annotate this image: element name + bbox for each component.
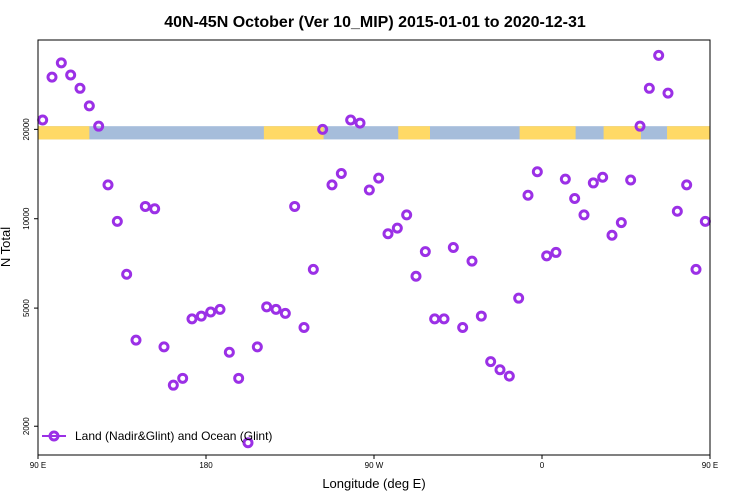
data-point (466, 255, 478, 267)
data-point (391, 222, 403, 234)
x-tick-label: 90 W (365, 461, 384, 470)
data-point (186, 313, 198, 325)
data-point (587, 177, 599, 189)
data-point (233, 372, 245, 384)
chart-title: 40N-45N October (Ver 10_MIP) 2015-01-01 … (164, 14, 586, 31)
data-point (475, 310, 487, 322)
data-point (37, 114, 49, 126)
land-segment (667, 126, 710, 140)
data-point (251, 341, 263, 353)
data-point (167, 379, 179, 391)
data-point (335, 168, 347, 180)
data-point (102, 179, 114, 191)
data-point (597, 171, 609, 183)
data-point (550, 246, 562, 258)
data-point (177, 372, 189, 384)
data-point (671, 205, 683, 217)
data-point (541, 250, 553, 262)
y-tick-label: 10000 (22, 207, 31, 230)
data-point (195, 310, 207, 322)
data-point (130, 334, 142, 346)
data-point (494, 364, 506, 376)
data-point (485, 356, 497, 368)
data-point (457, 322, 469, 334)
data-point (354, 117, 366, 129)
legend-entry-label: Land (Nadir&Glint) and Ocean (Glint) (75, 429, 272, 443)
x-tick-label: 180 (199, 461, 213, 470)
x-tick-label: 0 (540, 461, 545, 470)
data-point (149, 203, 161, 215)
data-point (447, 242, 459, 253)
data-point (569, 192, 581, 204)
legend-marker-swatch (48, 430, 60, 442)
data-point (307, 263, 319, 275)
data-point (363, 184, 375, 196)
data-point (298, 322, 310, 334)
y-axis-ticks: 2000 5000 10000 20000 (22, 118, 38, 435)
data-point (55, 57, 67, 69)
data-point (410, 270, 422, 282)
data-point (522, 189, 534, 201)
data-point (261, 301, 273, 313)
y-tick-label: 5000 (22, 299, 31, 317)
data-point (345, 114, 357, 126)
land-segment (38, 126, 90, 140)
land-segment (603, 126, 641, 140)
data-point (559, 173, 571, 185)
y-axis-label: N Total (0, 227, 13, 267)
data-point (289, 200, 301, 212)
data-point (279, 307, 291, 319)
y-tick-label: 20000 (22, 118, 31, 141)
data-point (653, 49, 665, 61)
data-point (65, 69, 77, 81)
y-tick-label: 2000 (22, 417, 31, 435)
land-segment (398, 126, 430, 140)
land-segment (519, 126, 576, 140)
land-segment (263, 126, 324, 140)
plot-frame (37, 39, 711, 456)
data-point (373, 172, 385, 184)
data-point (513, 292, 525, 304)
data-point (158, 341, 170, 353)
data-point (606, 229, 618, 241)
x-tick-label: 90 E (30, 461, 46, 470)
data-point (643, 82, 655, 94)
x-axis-ticks: 90 E 180 90 W 0 90 E (30, 455, 718, 470)
data-point (242, 437, 254, 449)
data-point (634, 120, 646, 132)
data-point (690, 263, 702, 275)
data-points (37, 49, 711, 449)
data-point (326, 179, 338, 191)
data-point (503, 370, 515, 382)
land-ocean-band (38, 126, 710, 140)
data-point (270, 303, 282, 315)
data-point (419, 246, 431, 258)
data-point (438, 313, 450, 325)
data-point (662, 87, 674, 99)
data-point (74, 82, 86, 94)
data-point (401, 209, 413, 221)
data-point (83, 100, 95, 112)
data-point (139, 200, 151, 212)
data-point (214, 303, 226, 315)
data-point (531, 166, 543, 178)
data-point (699, 215, 711, 227)
data-point (317, 123, 329, 135)
legend: Land (Nadir&Glint) and Ocean (Glint) (42, 429, 272, 443)
data-point (578, 209, 590, 221)
data-point (382, 228, 394, 240)
data-point (223, 346, 235, 358)
data-point (46, 71, 58, 83)
data-point (205, 306, 217, 318)
data-point (429, 313, 441, 325)
data-point (111, 215, 123, 227)
data-point (681, 179, 693, 191)
data-point (121, 268, 133, 280)
x-tick-label: 90 E (702, 461, 718, 470)
data-point (625, 174, 637, 186)
data-point (93, 120, 105, 132)
data-point (615, 217, 627, 229)
x-axis-label: Longitude (deg E) (322, 476, 425, 491)
